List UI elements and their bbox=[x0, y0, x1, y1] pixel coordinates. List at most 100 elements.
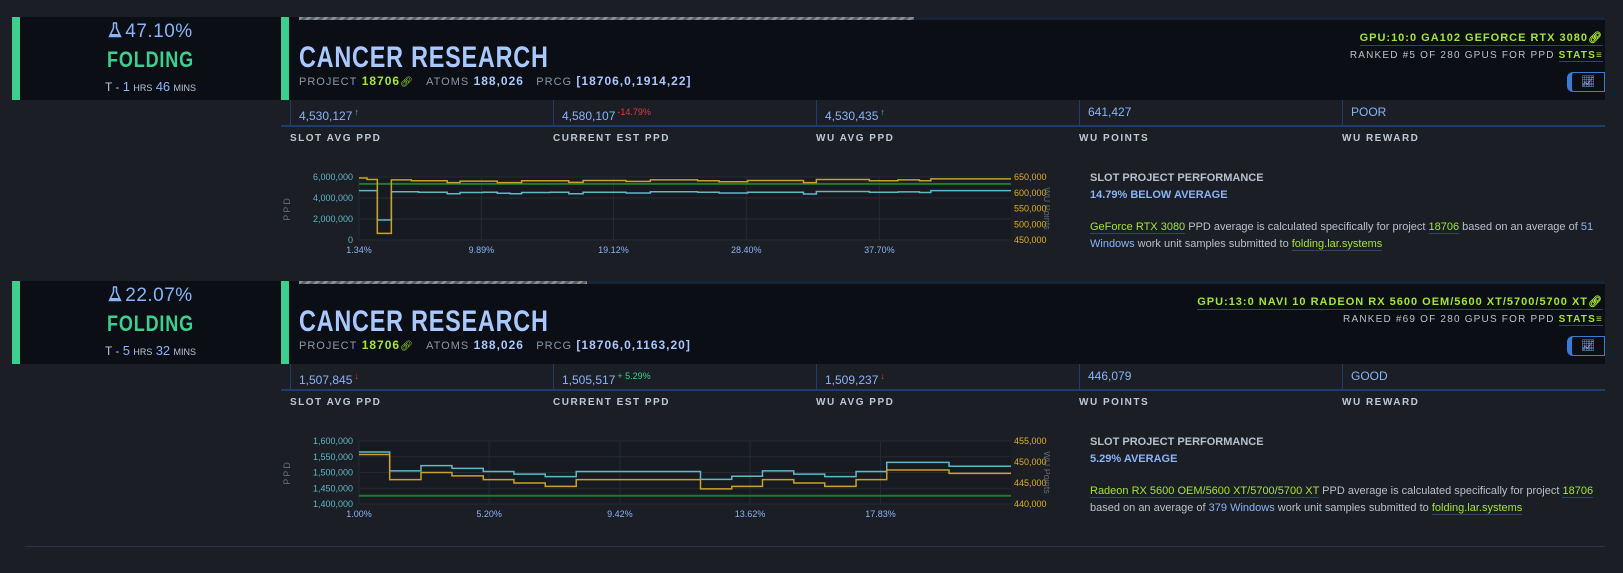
slot-section: 22.07% FOLDING T - 5 HRS 32 MINS CANCER … bbox=[0, 281, 1623, 545]
y-axis-label: PPD bbox=[282, 460, 292, 485]
stat-value: 1,505,517 bbox=[562, 373, 616, 387]
stat-label: WU REWARD bbox=[1342, 133, 1420, 144]
atoms-label: ATOMS bbox=[426, 76, 470, 88]
stat-delta: ↑ bbox=[354, 107, 359, 117]
y2-tick-label: 650,000 bbox=[1014, 172, 1047, 182]
gpu-rank: RANKED #69 OF 280 GPUS FOR PPD STATS≡ bbox=[1343, 314, 1603, 326]
stat-value: 4,530,435 bbox=[825, 109, 879, 123]
progress-bar-fill bbox=[299, 17, 915, 20]
stat-cell: 4,530,435 ↑ bbox=[816, 100, 1079, 125]
slot-status: FOLDING bbox=[107, 47, 194, 72]
stat-delta: ↑ bbox=[880, 107, 885, 117]
eta-mins: 46 bbox=[155, 79, 171, 94]
stat-label: WU AVG PPD bbox=[816, 133, 895, 144]
slot-project-performance: SLOT PROJECT PERFORMANCE 5.29% AVERAGE R… bbox=[1090, 434, 1610, 517]
y2-tick-label: 450,000 bbox=[1014, 235, 1047, 245]
stat-cell: 4,530,127 ↑ bbox=[290, 100, 553, 125]
plot-area bbox=[359, 177, 1011, 240]
rank-text: RANKED #69 OF 280 GPUS FOR PPD bbox=[1343, 314, 1555, 325]
stats-link-label[interactable]: STATS bbox=[1558, 50, 1596, 61]
stat-value: 1,509,237 bbox=[825, 373, 879, 387]
slot-project-performance: SLOT PROJECT PERFORMANCE 14.79% BELOW AV… bbox=[1090, 170, 1610, 253]
eta-prefix: T - bbox=[104, 80, 123, 94]
toggle-chart-button[interactable]: 📈︎ bbox=[1567, 336, 1605, 356]
eta: T - 5 HRS 32 MINS bbox=[20, 343, 281, 358]
eta-hours-unit: HRS bbox=[133, 83, 153, 93]
x-tick-label: 13.62% bbox=[735, 509, 766, 519]
x-tick-label: 28.40% bbox=[731, 245, 762, 255]
performance-description: GeForce RTX 3080 PPD average is calculat… bbox=[1090, 219, 1610, 253]
performance-description: Radeon RX 5600 OEM/5600 XT/5700/5700 XT … bbox=[1090, 483, 1610, 517]
x-tick-label: 9.42% bbox=[607, 509, 633, 519]
y-tick-label: 1,450,000 bbox=[313, 483, 353, 493]
database-icon: ≡ bbox=[1595, 314, 1603, 325]
stats-link-label[interactable]: STATS bbox=[1558, 314, 1596, 325]
progress-bar bbox=[299, 17, 1605, 20]
description-text: based on an average of bbox=[1090, 502, 1209, 514]
sample-count: 51 bbox=[1580, 221, 1594, 233]
atoms-value: 188,026 bbox=[473, 74, 524, 88]
performance-summary: 14.79% BELOW AVERAGE bbox=[1090, 189, 1228, 201]
stats-link[interactable]: STATS≡ bbox=[1558, 314, 1603, 326]
stat-label: WU REWARD bbox=[1342, 397, 1420, 408]
site-link[interactable]: folding.lar.systems bbox=[1291, 238, 1383, 251]
rank-text: RANKED #5 OF 280 GPUS FOR PPD bbox=[1349, 50, 1555, 61]
y2-tick-label: 455,000 bbox=[1014, 436, 1047, 446]
stat-cell: 1,509,237 ↓ bbox=[816, 364, 1079, 389]
y-tick-label: 6,000,000 bbox=[313, 172, 353, 182]
section-divider bbox=[25, 546, 1605, 547]
stats-labels-row: SLOT AVG PPD CURRENT EST PPD WU AVG PPD WU … bbox=[281, 393, 1605, 413]
project-link[interactable]: 18706 bbox=[361, 338, 401, 352]
gpu-name[interactable]: GPU:10:0 GA102 GEFORCE RTX 3080 bbox=[1359, 32, 1589, 44]
project-link[interactable]: 18706 bbox=[361, 74, 401, 88]
database-icon: ≡ bbox=[1595, 50, 1603, 61]
performance-heading: SLOT PROJECT PERFORMANCE bbox=[1090, 436, 1264, 448]
performance-summary: 5.29% AVERAGE bbox=[1090, 453, 1178, 465]
stats-labels-row: SLOT AVG PPD CURRENT EST PPD WU AVG PPD WU … bbox=[281, 129, 1605, 149]
link-icon[interactable]: 🔗︎ bbox=[400, 77, 414, 88]
project-label: PROJECT bbox=[299, 340, 358, 352]
stat-delta: -14.79% bbox=[617, 107, 651, 117]
y2-tick-label: 600,000 bbox=[1014, 188, 1047, 198]
stat-value: 4,530,127 bbox=[299, 109, 353, 123]
stat-label: WU POINTS bbox=[1079, 133, 1150, 144]
gpu-rank: RANKED #5 OF 280 GPUS FOR PPD STATS≡ bbox=[1349, 50, 1603, 62]
stat-cell: POOR bbox=[1342, 100, 1605, 125]
toggle-chart-button[interactable]: 📈︎ bbox=[1567, 72, 1605, 92]
slot-status-panel: 22.07% FOLDING T - 5 HRS 32 MINS bbox=[12, 281, 281, 364]
stat-cell: 1,505,517 + 5.29% bbox=[553, 364, 816, 389]
stat-value: POOR bbox=[1351, 105, 1387, 119]
gpu-link[interactable]: GPU:10:0 GA102 GEFORCE RTX 3080🔗︎ bbox=[1359, 31, 1603, 46]
stat-label: CURRENT EST PPD bbox=[553, 133, 670, 144]
project-link[interactable]: 18706 bbox=[1428, 221, 1460, 234]
stat-label: SLOT AVG PPD bbox=[290, 397, 382, 408]
flask-icon bbox=[108, 22, 122, 38]
stat-value: 641,427 bbox=[1088, 105, 1132, 119]
project-link[interactable]: 18706 bbox=[1562, 485, 1594, 498]
eta-hours-unit: HRS bbox=[133, 347, 153, 357]
y-tick-label: 1,400,000 bbox=[313, 499, 353, 509]
atoms-label: ATOMS bbox=[426, 340, 470, 352]
gpu-name-link[interactable]: GeForce RTX 3080 bbox=[1090, 221, 1186, 234]
y2-axis-label: WU Points bbox=[1042, 187, 1050, 230]
gpu-name[interactable]: GPU:13:0 NAVI 10 RADEON RX 5600 OEM/5600… bbox=[1197, 296, 1589, 308]
site-link[interactable]: folding.lar.systems bbox=[1431, 502, 1523, 515]
link-icon[interactable]: 🔗︎ bbox=[400, 341, 414, 352]
stat-value: 1,507,845 bbox=[299, 373, 353, 387]
gpu-name-link[interactable]: Radeon RX 5600 OEM/5600 XT/5700/5700 XT bbox=[1090, 485, 1320, 498]
progress-percent: 47.10% bbox=[20, 21, 281, 43]
stats-link[interactable]: STATS≡ bbox=[1558, 50, 1603, 62]
stats-row: 1,507,845 ↓ 1,505,517 + 5.29% 1,509,237 ↓ 446,… bbox=[281, 364, 1605, 391]
x-tick-label: 37.70% bbox=[864, 245, 895, 255]
prcg-value: [18706,0,1914,22] bbox=[576, 74, 692, 88]
gpu-link[interactable]: GPU:13:0 NAVI 10 RADEON RX 5600 OEM/5600… bbox=[1197, 295, 1603, 310]
os-name: Windows bbox=[1090, 238, 1135, 250]
work-unit-card: CANCER RESEARCH PROJECT 18706🔗︎ ATOMS 18… bbox=[281, 281, 1605, 364]
y-tick-label: 1,550,000 bbox=[313, 452, 353, 462]
y-axis-label: PPD bbox=[282, 196, 292, 221]
y2-axis-label: WU Points bbox=[1042, 451, 1050, 494]
y-tick-label: 4,000,000 bbox=[313, 193, 353, 203]
eta: T - 1 HRS 46 MINS bbox=[20, 79, 281, 94]
os-name: Windows bbox=[1230, 502, 1275, 514]
description-text: based on an average of bbox=[1459, 221, 1581, 233]
